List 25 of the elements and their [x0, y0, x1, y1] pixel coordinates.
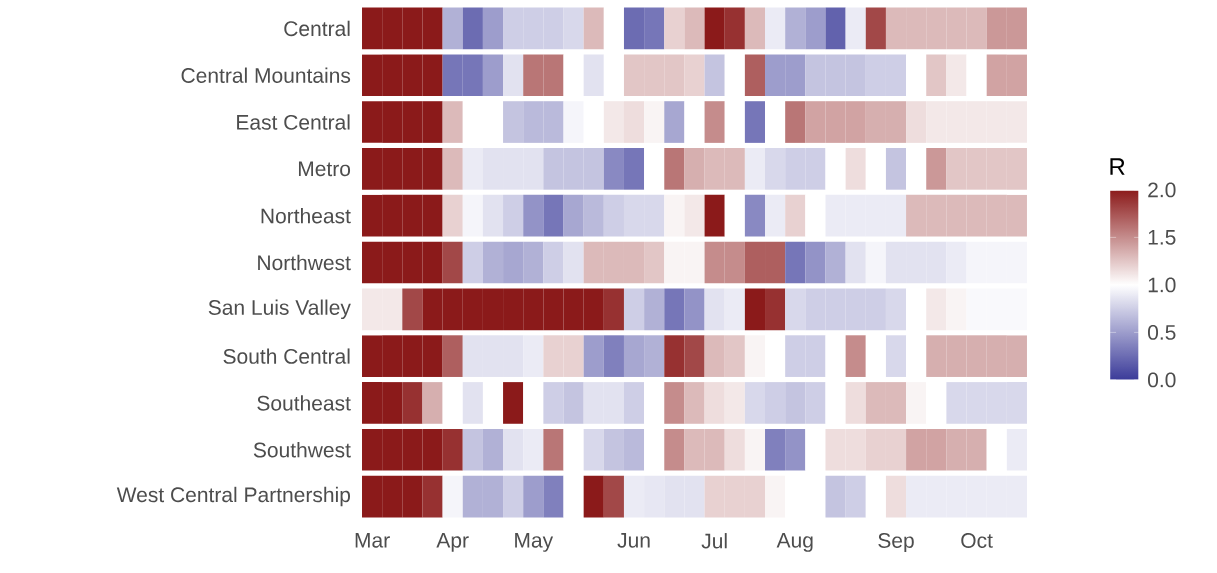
- color-bar-label: 2.0: [1148, 182, 1176, 198]
- y-tick-label: Southwest: [253, 442, 351, 458]
- y-tick-label: Central: [284, 20, 350, 37]
- x-tick-label: Apr: [436, 533, 469, 552]
- y-tick-label: Central Mountains: [181, 67, 351, 83]
- x-tick-label: May: [515, 533, 554, 552]
- x-tick-label: Mar: [355, 533, 390, 548]
- y-tick-label: East Central: [237, 114, 350, 130]
- color-bar-label: 0.0: [1147, 372, 1176, 388]
- y-tick-label: West Central Partnership: [116, 486, 351, 507]
- x-tick-label: Oct: [961, 533, 993, 548]
- y-tick-label: Northwest: [258, 254, 351, 271]
- color-bar-title: R: [1110, 158, 1125, 175]
- y-tick-label: Southeast: [257, 395, 351, 411]
- x-tick-label: Aug: [776, 533, 813, 552]
- color-bar-label: 1.5: [1148, 230, 1176, 245]
- y-tick-label: Metro: [298, 161, 351, 177]
- color-bar-label: 0.5: [1147, 324, 1176, 340]
- x-tick-label: Sep: [878, 533, 914, 553]
- y-tick-label: South Central: [223, 348, 350, 364]
- y-tick-label: Northeast: [261, 207, 351, 224]
- x-tick-label: Jul: [701, 533, 727, 549]
- x-tick-label: Jun: [617, 533, 650, 548]
- color-bar-label: 1.0: [1148, 277, 1176, 293]
- y-tick-label: San Luis Valley: [208, 299, 351, 320]
